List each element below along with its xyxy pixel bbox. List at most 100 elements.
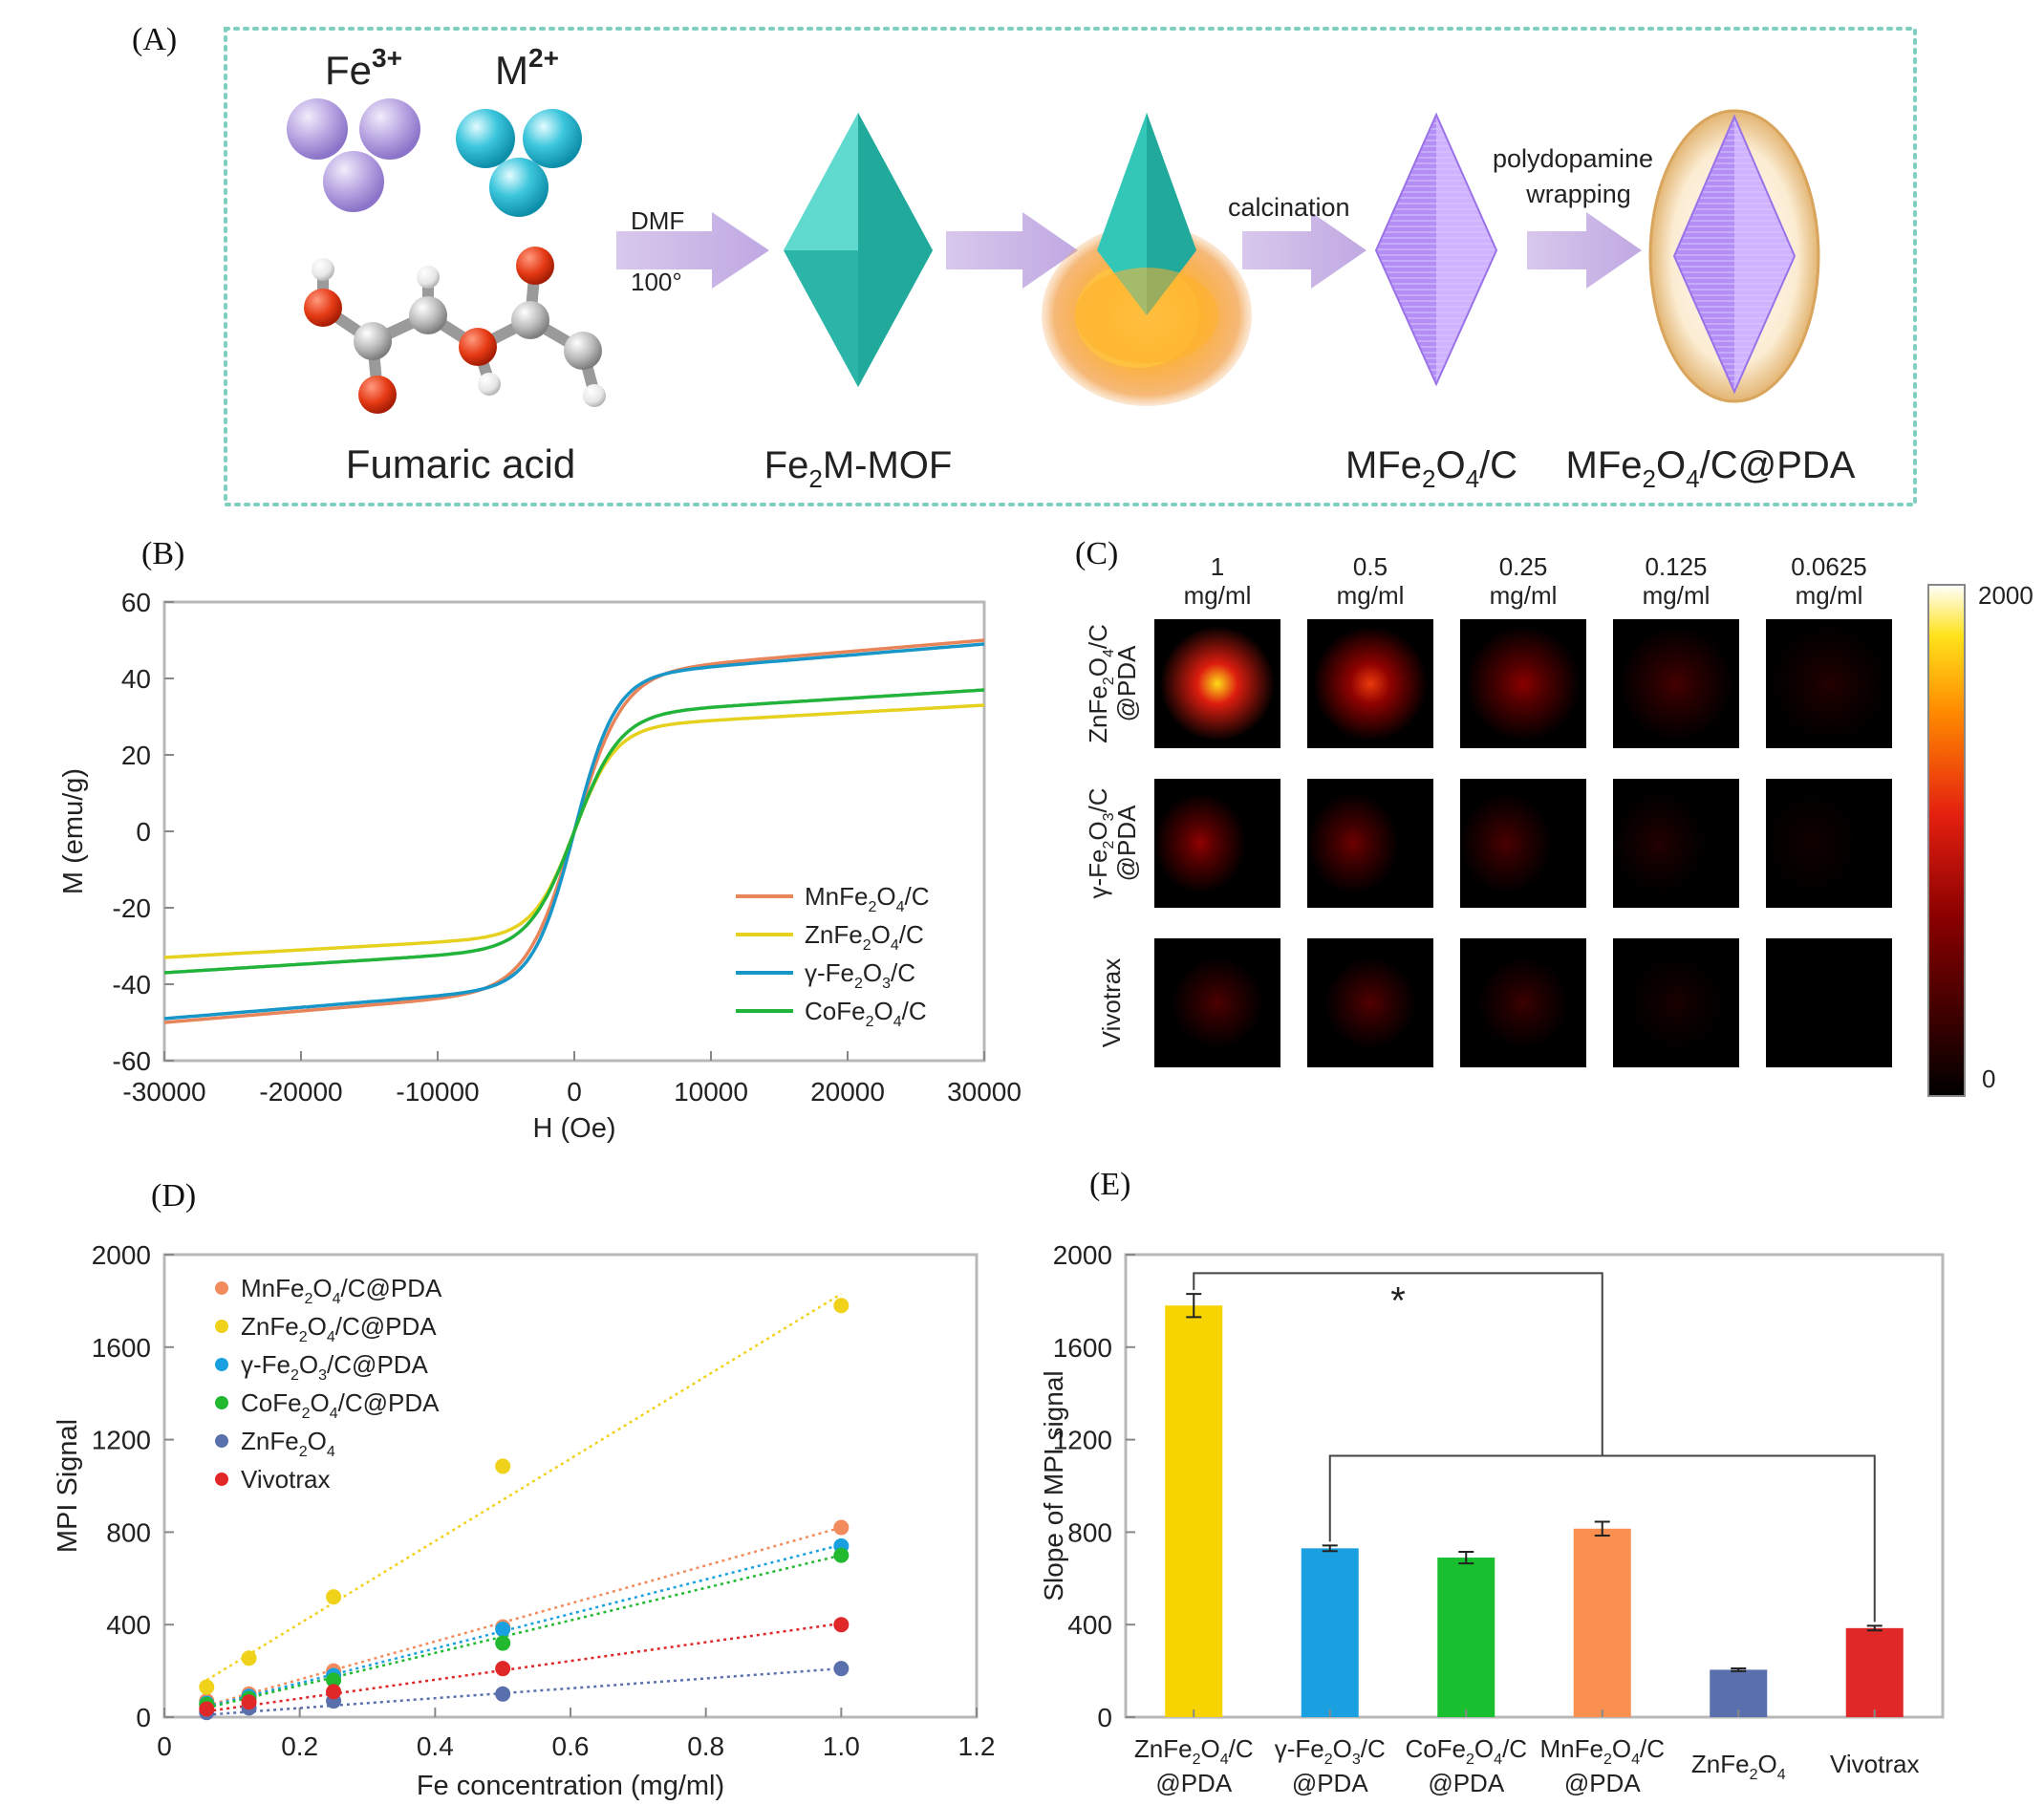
- chart-d-legend-label: ZnFe2O4/C@PDA: [241, 1312, 437, 1345]
- chart-b-ticks: -30000 -20000 -10000 0 10000 20000 30000 60 40 20…: [113, 588, 1022, 1107]
- heatmap-signal-blob: [1460, 792, 1552, 894]
- chart-e-ytick-label: 1600: [1053, 1333, 1112, 1363]
- chart-d-legend-label: MnFe2O4/C@PDA: [241, 1274, 442, 1307]
- chart-e-ticks: 0 400 800 1200 1600 2000: [1053, 1240, 1135, 1732]
- chart-d-ytick-label: 800: [106, 1517, 151, 1547]
- chart-e-significance-star: *: [1390, 1279, 1406, 1322]
- chart-e-category-line1: ZnFe2O4/C: [1134, 1734, 1254, 1768]
- chart-b-ylabel: M (emu/g): [58, 768, 89, 894]
- chart-b-xtick-label: -20000: [259, 1077, 342, 1107]
- panel-d-letter: (D): [151, 1178, 196, 1214]
- chart-d-legend-marker: [215, 1434, 228, 1448]
- panel-e-letter: (E): [1089, 1167, 1130, 1202]
- m-ion-label: M2+: [495, 43, 559, 93]
- heatmap-col-unit: mg/ml: [1490, 581, 1558, 610]
- chart-b-series: [163, 638, 985, 1024]
- chart-d-series: [199, 1293, 850, 1721]
- chart-b-ytick-label: 40: [121, 664, 151, 694]
- heatmap-row-label-line2: @PDA: [1112, 805, 1141, 882]
- chart-d-point: [326, 1684, 342, 1700]
- panel-c-letter: (C): [1075, 536, 1118, 571]
- heatmap-col-value: 0.125: [1645, 552, 1707, 581]
- chart-e-bar: [1573, 1528, 1631, 1717]
- chart-d-xtick-label: 0: [157, 1731, 172, 1761]
- chart-e-category-line2: @PDA: [1292, 1769, 1369, 1797]
- chart-e-bars: [1165, 1293, 1904, 1717]
- chart-b-ytick-label: -20: [113, 893, 151, 923]
- heatmap-row-label: γ-Fe2O3/C@PDA: [1084, 787, 1141, 898]
- heatmap-signal-blob: [1172, 957, 1263, 1049]
- chart-d-point: [495, 1661, 511, 1677]
- heatmap-col-value: 1: [1211, 552, 1224, 581]
- heatmap-col-unit: mg/ml: [1796, 581, 1863, 610]
- chart-d-point: [495, 1458, 511, 1474]
- heatmap-signal-blob: [1313, 626, 1428, 742]
- chart-b-series-line: [163, 688, 985, 975]
- chart-b-xtick-label: 30000: [947, 1077, 1022, 1107]
- chart-b-legend-label: γ-Fe2O3/C: [805, 958, 915, 992]
- arrow-pda-icon: [1527, 212, 1642, 289]
- panel-c: (C) 1mg/ml0.5mg/ml0.25mg/ml0.125mg/ml0.0…: [1075, 536, 2033, 1097]
- dmf-label: DMF: [631, 206, 684, 235]
- chart-e-category-line1: ZnFe2O4: [1691, 1750, 1786, 1783]
- chart-d-point: [833, 1298, 850, 1314]
- fe-ion-label: Fe3+: [325, 43, 402, 93]
- chart-e-frame: [1124, 1253, 1945, 1719]
- chart-d-xtick-label: 0.4: [417, 1731, 454, 1761]
- chart-d-point: [833, 1519, 850, 1536]
- chart-b-xlabel: H (Oe): [533, 1113, 616, 1144]
- chart-e-bracket-bottom: [1328, 1454, 1876, 1623]
- colorbar-max-label: 2000: [1978, 581, 2033, 610]
- chart-d-point: [833, 1661, 850, 1677]
- chart-b-legend-label: MnFe2O4/C: [805, 882, 930, 915]
- chart-d-point: [495, 1635, 511, 1651]
- panel-a: (A) Fe3+ M2+: [132, 22, 1917, 506]
- chart-b-ytick-label: -60: [113, 1046, 151, 1076]
- chart-e-significance: *: [1193, 1272, 1876, 1623]
- chart-d-xtick-label: 0.8: [687, 1731, 724, 1761]
- chart-d-legend-label: CoFe2O4/C@PDA: [241, 1388, 440, 1422]
- chart-d-point: [326, 1672, 342, 1688]
- chart-d-ytick-label: 1200: [92, 1426, 151, 1455]
- panel-d: (D) 0 0.2 0.4 0.6 0.8 1.0 1.2 0 400 800 1200 1600 20…: [53, 1178, 995, 1801]
- chart-b-legend-label: CoFe2O4/C: [805, 997, 927, 1030]
- chart-d-legend-label: Vivotrax: [241, 1465, 330, 1494]
- chart-d-legend-marker: [215, 1320, 228, 1333]
- heatmap-signal-blob: [1630, 957, 1722, 1049]
- chart-e-category-line1: MnFe2O4/C: [1539, 1734, 1665, 1768]
- heatmap-col-unit: mg/ml: [1184, 581, 1252, 610]
- chart-d-ytick-label: 2000: [92, 1240, 151, 1270]
- mof-label: Fe2M-MOF: [764, 444, 953, 493]
- heatmap-row-label-line1: ZnFe2O4/C: [1084, 624, 1117, 743]
- heatmap-signal-blob: [1466, 626, 1581, 742]
- chart-d-point: [495, 1686, 511, 1702]
- panel-a-letter: (A): [132, 22, 177, 57]
- chart-d-ytick-label: 1600: [92, 1333, 151, 1363]
- chart-d-point: [199, 1679, 215, 1695]
- heatmap-col-unit: mg/ml: [1337, 581, 1405, 610]
- chart-b-xtick-label: 10000: [674, 1077, 748, 1107]
- chart-e-ytick-label: 1200: [1053, 1426, 1112, 1455]
- chart-b-ytick-label: -40: [113, 970, 151, 1000]
- chart-b-legend-label: ZnFe2O4/C: [805, 920, 924, 954]
- calcination-flame-icon: [1042, 113, 1252, 406]
- heatmap-signal-blob: [1160, 626, 1275, 742]
- chart-e-category-line2: @PDA: [1564, 1769, 1642, 1797]
- colorbar-min-label: 0: [1982, 1064, 1995, 1093]
- chart-d-point: [833, 1617, 850, 1633]
- chart-e-ytick-label: 0: [1097, 1703, 1112, 1732]
- heatmap-signal-blob: [1619, 626, 1733, 742]
- arrow-dmf-icon: [616, 212, 769, 289]
- chart-d-xtick-label: 1.0: [823, 1731, 860, 1761]
- chart-b-xtick-label: 20000: [810, 1077, 885, 1107]
- colorbar: [1927, 584, 1966, 1097]
- fumaric-acid-molecule-icon: [304, 247, 606, 414]
- fe-ion-spheres: [287, 98, 420, 212]
- chart-e-category-line1: γ-Fe2O3/C: [1275, 1734, 1386, 1768]
- heatmap-signal-blob: [1307, 792, 1399, 894]
- m-ion-spheres: [456, 109, 582, 217]
- chart-d-xtick-label: 1.2: [958, 1731, 996, 1761]
- pda-label-line1: polydopamine: [1493, 144, 1653, 173]
